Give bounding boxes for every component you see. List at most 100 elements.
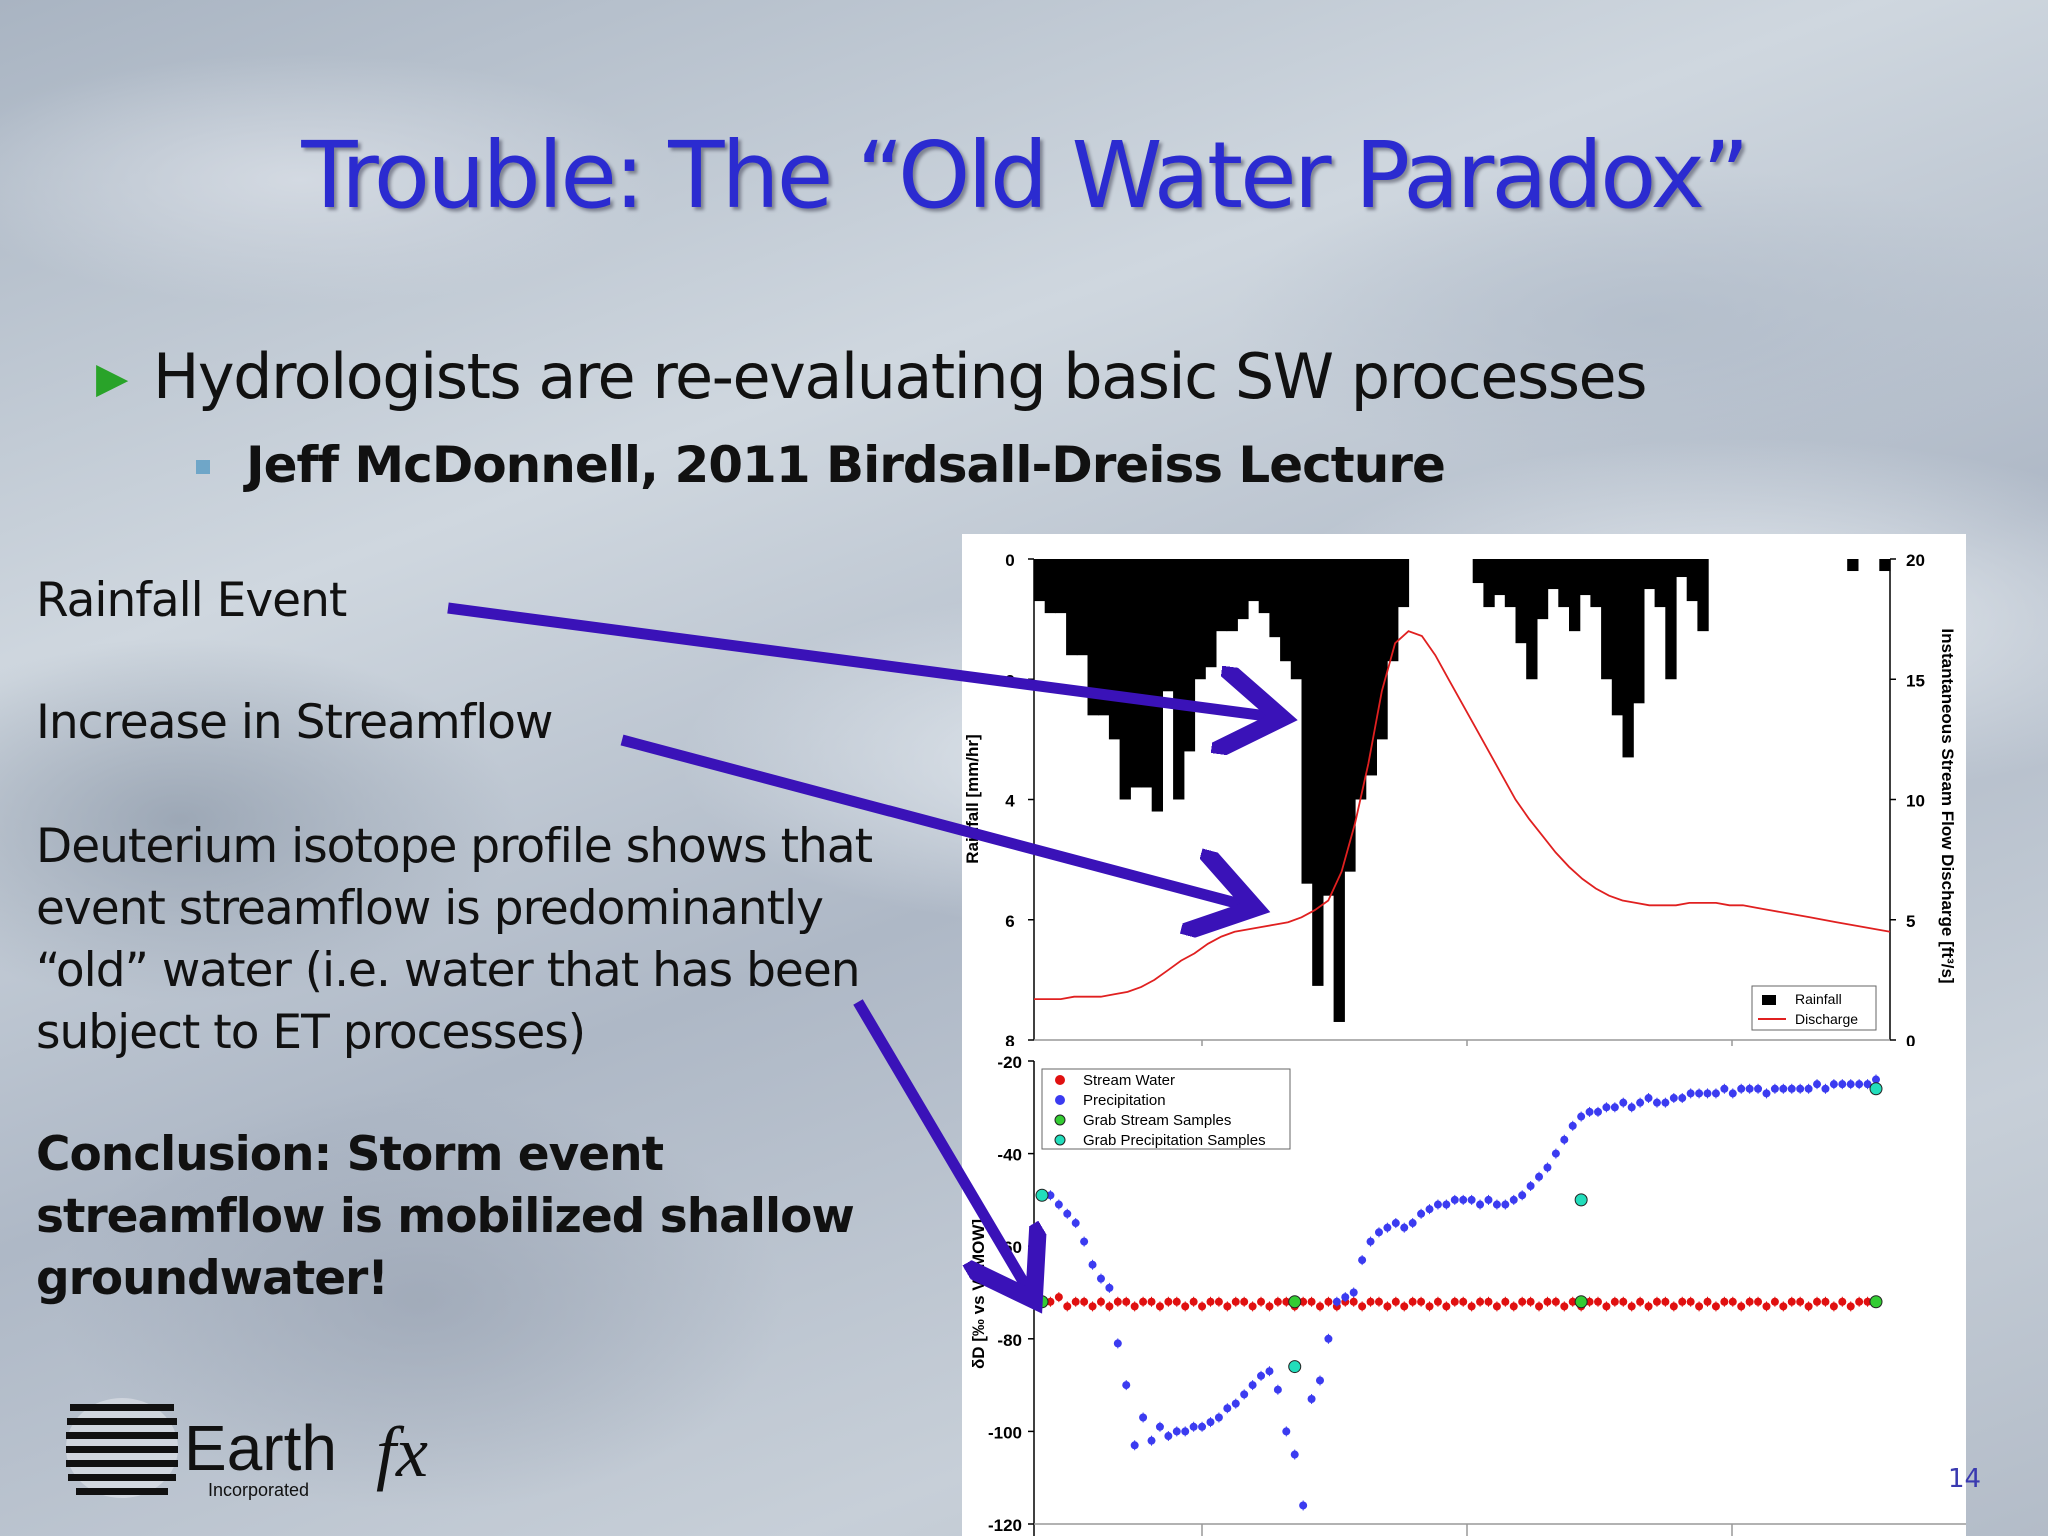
rainfall-bar [1183,559,1196,752]
isotope-point [1332,1297,1341,1306]
isotope-point [1130,1441,1139,1450]
isotope-point [1433,1200,1442,1209]
isotope-point [1737,1084,1746,1093]
isotope-point [1054,1293,1063,1302]
isotope-point [1745,1084,1754,1093]
isotope-point [1686,1297,1695,1306]
isotope-point [1257,1371,1266,1380]
isotope-point [1248,1302,1257,1311]
isotope-point [1703,1089,1712,1098]
rainfall-bar [1504,559,1517,608]
isotope-point [1374,1297,1383,1306]
isotope-point [1602,1302,1611,1311]
isotope-point [1770,1297,1779,1306]
y-tick-label: -80 [997,1331,1022,1350]
isotope-point [1450,1297,1459,1306]
isotope-point [1501,1200,1510,1209]
rainfall-bar [1108,559,1121,740]
isotope-point [1349,1297,1358,1306]
isotope-point [1181,1302,1190,1311]
isotope-point [1417,1209,1426,1218]
y-tick-label-right: 0 [1906,1032,1915,1051]
rainfall-bar [1205,559,1217,668]
rainfall-bar [1141,559,1153,788]
isotope-point [1282,1297,1291,1306]
rainfall-bar [1515,559,1527,644]
isotope-point [1829,1080,1838,1089]
rainfall-bar [1119,559,1131,800]
isotope-point [1695,1089,1704,1098]
rainfall-bar [1879,559,1891,572]
isotope-point [1400,1223,1409,1232]
logo-earth-text: Earth [184,1412,337,1484]
grab-sample-point [1869,1295,1883,1309]
isotope-point [1821,1297,1830,1306]
isotope-point [1425,1302,1434,1311]
isotope-point [1644,1302,1653,1311]
isotope-point [1417,1297,1426,1306]
slide-number: 14 [1948,1464,1982,1494]
isotope-point [1450,1195,1459,1204]
isotope-point [1669,1302,1678,1311]
rainfall-discharge-chart: 0246805101520Rainfall [mm/hr]Instantaneo… [963,551,1957,1088]
logo-sub-text: Incorporated [208,1480,309,1500]
legend-label: Precipitation [1083,1092,1166,1109]
top-legend: Rainfall Discharge [1751,985,1877,1031]
isotope-point [1383,1223,1392,1232]
isotope-point [1476,1200,1485,1209]
bottom-legend: Stream Water Precipitation Grab Stream Sam… [1041,1068,1291,1150]
isotope-point [1610,1103,1619,1112]
isotope-point [1189,1297,1198,1306]
isotope-point [1467,1302,1476,1311]
isotope-point [1652,1098,1661,1107]
isotope-point [1551,1297,1560,1306]
isotope-point [1872,1075,1880,1084]
legend-swatch [1054,1134,1066,1146]
isotope-point [1324,1297,1333,1306]
isotope-point [1543,1297,1552,1306]
isotope-point [1071,1219,1080,1228]
legend-label-discharge: Discharge [1795,1011,1858,1027]
arrow-rainfall [447,602,1282,718]
globe-icon [66,1398,178,1498]
legend-label: Grab Precipitation Samples [1083,1132,1266,1149]
rainfall-bar [1847,559,1859,572]
rainfall-bar [1665,559,1677,680]
isotope-point [1147,1436,1156,1445]
isotope-point [1096,1274,1105,1283]
isotope-point [1728,1089,1737,1098]
deuterium-line: subject to ET processes) [36,1005,586,1060]
isotope-point [1863,1297,1872,1306]
rainfall-bar [1590,559,1602,608]
rainfall-bar [1558,559,1570,608]
legend-box [1041,1068,1291,1150]
y-tick-label-left: 4 [1005,792,1015,811]
isotope-point [1492,1200,1501,1209]
isotope-point [1063,1209,1072,1218]
grab-sample-point [1288,1360,1302,1374]
isotope-point [1855,1297,1864,1306]
isotope-point [1307,1297,1316,1306]
rainfall-bar [1162,559,1174,692]
isotope-point [1627,1302,1636,1311]
isotope-point [1745,1297,1754,1306]
isotope-point [1568,1297,1577,1306]
isotope-point [1787,1084,1796,1093]
isotope-point [1661,1297,1670,1306]
legend-label-rainfall: Rainfall [1795,991,1842,1007]
rainfall-bar [1312,559,1324,986]
isotope-point [1619,1098,1628,1107]
rainfall-bar [1376,559,1388,740]
isotope-point [1543,1163,1552,1172]
grab-sample-point [1288,1295,1302,1309]
isotope-point [1585,1297,1594,1306]
legend-swatch [1055,1095,1065,1105]
isotope-point [1273,1297,1282,1306]
rainfall-bar [1569,559,1581,632]
isotope-point [1223,1404,1232,1413]
y-tick-label: -20 [997,1053,1022,1072]
discharge-line [1034,630,1891,1001]
rainfall-bar [1697,559,1709,632]
isotope-point [1122,1297,1131,1306]
isotope-point [1139,1413,1148,1422]
